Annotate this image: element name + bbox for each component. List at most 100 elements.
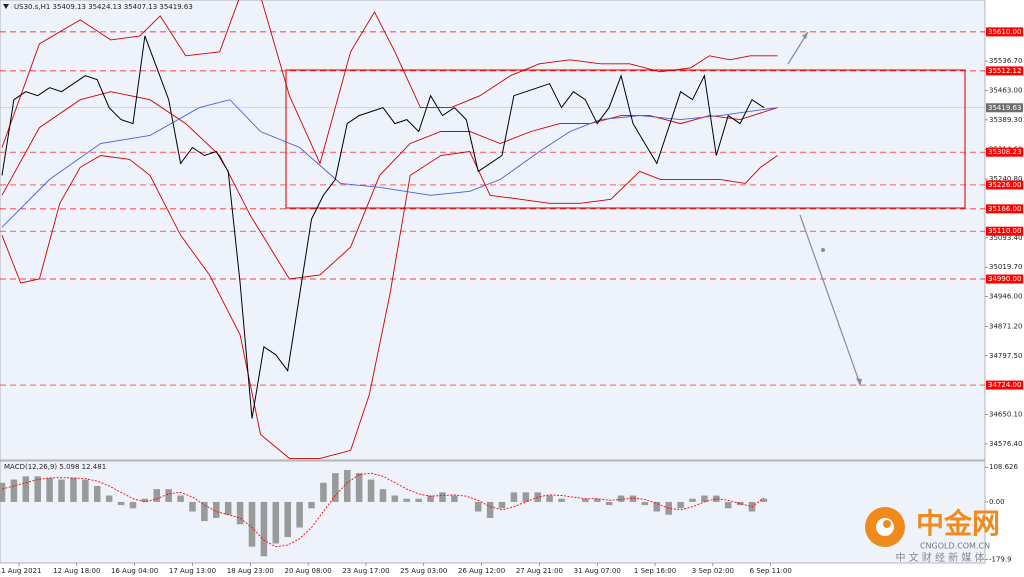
- macd-bar: [332, 473, 339, 502]
- y-tick-label: -179.9: [989, 555, 1012, 563]
- macd-bar: [629, 495, 637, 502]
- macd-bar: [510, 492, 518, 502]
- macd-bar: [474, 501, 482, 512]
- macd-bar: [105, 495, 113, 502]
- macd-bar: [153, 489, 161, 502]
- x-tick-label: 16 Aug 04:00: [111, 567, 158, 575]
- y-tick-label: 35536.70: [989, 57, 1022, 65]
- macd-bar: [677, 501, 684, 509]
- macd-bar: [201, 501, 208, 522]
- macd-bar: [272, 501, 280, 544]
- macd-bar: [46, 477, 53, 502]
- level-label: 35308.23: [988, 148, 1021, 156]
- current-price-label: 35419.63: [988, 104, 1021, 112]
- x-tick-label: 3 Sep 02:00: [692, 567, 734, 575]
- macd-bar: [522, 492, 530, 502]
- watermark-name: 中金网: [916, 507, 1000, 540]
- price-line: [1, 151, 778, 459]
- arrow-waypoint: [821, 248, 825, 252]
- x-tick-label: 6 Sep 11:00: [750, 567, 792, 575]
- level-tag: [986, 66, 1023, 76]
- x-tick-label: 12 Aug 18:00: [53, 567, 100, 575]
- macd-bar: [760, 498, 768, 502]
- x-tick-label: 25 Aug 03:00: [400, 567, 447, 575]
- macd-bar: [605, 501, 613, 506]
- macd-bar: [213, 501, 220, 518]
- watermark-tagline: 中 文 财 经 新 媒 体: [895, 551, 984, 564]
- macd-bar: [451, 495, 458, 502]
- level-label: 35226.00: [988, 181, 1021, 189]
- arrow-head: [802, 32, 808, 39]
- y-tick-label: 35389.30: [989, 116, 1022, 124]
- macd-bar: [165, 489, 172, 502]
- watermark-domain: CNGOLD.COM.CN: [920, 542, 990, 551]
- macd-bar: [34, 476, 41, 502]
- price-line: [1, 35, 765, 419]
- level-label: 35166.00: [988, 205, 1021, 213]
- macd-bar: [236, 501, 244, 525]
- macd-bar: [558, 498, 565, 502]
- price-line: [1, 0, 778, 165]
- macd-bar: [439, 492, 446, 502]
- level-tag: [986, 274, 1023, 284]
- macd-title: MACD(12,26,9) 5.098 12.481: [4, 463, 106, 471]
- macd-bar: [129, 501, 137, 509]
- arrow-down: [799, 214, 861, 385]
- macd-bar: [70, 477, 77, 502]
- chart-title: US30.s,H1 35409.13 35424.13 35407.13 354…: [14, 3, 193, 11]
- y-tick-label: 34797.50: [989, 352, 1022, 360]
- title-marker: [3, 4, 9, 9]
- x-tick-label: 26 Aug 12:00: [458, 567, 505, 575]
- logo-dot: [883, 520, 891, 528]
- macd-bar: [82, 479, 89, 502]
- price-line: [1, 99, 778, 228]
- macd-bar: [486, 501, 494, 518]
- macd-bar: [141, 498, 149, 502]
- macd-bar: [653, 501, 661, 512]
- x-tick-label: 11 Aug 2021: [0, 567, 41, 575]
- macd-bar: [117, 501, 125, 506]
- macd-bar: [391, 495, 399, 502]
- y-tick-label: 34576.40: [989, 440, 1022, 448]
- level-tag: [986, 27, 1023, 37]
- watermark: 中金网 CNGOLD.COM.CN 中 文 财 经 新 媒 体: [865, 507, 1000, 564]
- current-price-tag: [986, 103, 1023, 113]
- level-label: 34990.00: [988, 275, 1021, 283]
- y-tick-label: 34650.10: [989, 411, 1022, 419]
- macd-bar: [10, 479, 18, 502]
- level-tag: [986, 204, 1023, 214]
- macd-bar: [0, 482, 6, 502]
- y-tick-label: 108.626: [989, 463, 1018, 471]
- y-tick-label: 35019.70: [989, 263, 1022, 271]
- macd-bar: [355, 473, 363, 502]
- level-label: 34724.00: [988, 381, 1021, 389]
- x-tick-label: 23 Aug 17:00: [342, 567, 389, 575]
- y-tick-label: 35240.80: [989, 175, 1022, 183]
- level-tag: [986, 226, 1023, 236]
- x-tick-label: 27 Aug 21:00: [516, 567, 563, 575]
- x-tick-label: 1 Sep 16:00: [634, 567, 676, 575]
- signal-line: [1, 472, 765, 548]
- macd-bar: [296, 501, 303, 528]
- x-tick-label: 17 Aug 13:00: [169, 567, 216, 575]
- macd-bar: [367, 479, 375, 502]
- macd-bar: [343, 469, 351, 502]
- macd-bar: [498, 501, 506, 509]
- y-tick-label: 35093.40: [989, 234, 1022, 242]
- macd-bar: [593, 498, 601, 502]
- level-tag: [986, 380, 1023, 390]
- y-tick-label: 34946.00: [989, 293, 1022, 301]
- macd-bar: [689, 498, 696, 502]
- macd-bar: [320, 482, 327, 502]
- level-label: 35610.00: [988, 28, 1021, 36]
- y-tick-label: 35463.00: [989, 86, 1022, 94]
- macd-bar: [641, 501, 649, 506]
- macd-bar: [617, 495, 625, 502]
- macd-bar: [582, 498, 589, 502]
- macd-bar: [713, 495, 720, 502]
- x-tick-label: 20 Aug 08:00: [285, 567, 332, 575]
- macd-bar: [415, 498, 422, 502]
- arrow-head: [856, 378, 862, 386]
- macd-bar: [546, 495, 553, 502]
